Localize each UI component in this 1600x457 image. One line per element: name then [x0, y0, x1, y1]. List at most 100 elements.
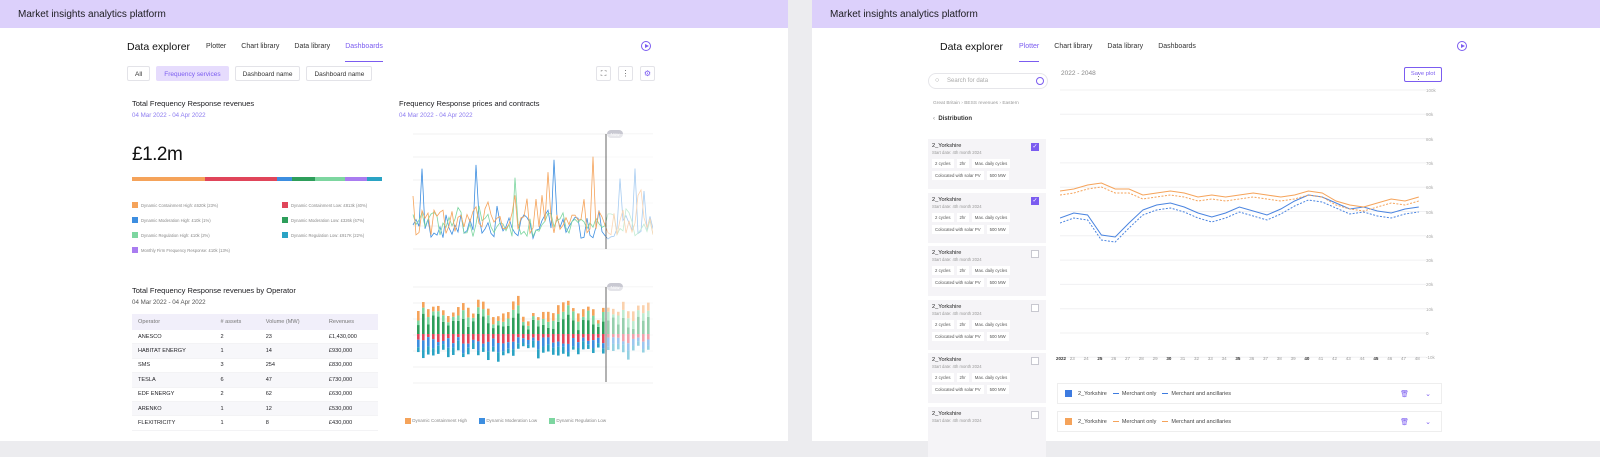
contract-bar [452, 343, 455, 348]
tab-dashboards[interactable]: Dashboards [345, 40, 383, 62]
contract-bar [547, 344, 550, 352]
series-row[interactable]: 2_Yorkshire Merchant only Merchant and anc… [1057, 411, 1442, 432]
trash-icon[interactable]: 🗑 [1400, 390, 1409, 398]
contract-bar [482, 347, 485, 352]
contract-bar [592, 334, 595, 341]
more-icon[interactable]: ⋮ [1414, 71, 1423, 81]
contract-bar [522, 338, 525, 343]
tab-chart-library[interactable]: Chart library [1054, 43, 1093, 50]
contract-bar [517, 305, 520, 314]
contract-bar [492, 328, 495, 334]
fullscreen-icon[interactable]: ⛶ [596, 66, 611, 81]
tab-chart-library[interactable]: Chart library [241, 43, 280, 50]
contract-bar [552, 313, 555, 321]
contract-bar [422, 307, 425, 314]
contract-bar [582, 316, 585, 321]
search-input[interactable]: ○ Search for data [928, 73, 1048, 89]
list-item[interactable]: 2_Yorkshire Start date: 4th month 2024 2 c… [928, 192, 1046, 243]
list-item[interactable]: 2_Yorkshire Start date: 4th month 2024 2 c… [928, 139, 1046, 189]
contract-bar [447, 334, 450, 339]
tab-dashboards[interactable]: Dashboards [1158, 43, 1196, 50]
contract-bar [532, 340, 535, 348]
contract-bar [472, 339, 475, 344]
legend-item: Monthly Firm Frequency Response: £10k (1… [132, 247, 282, 253]
item-start-date: Start date: 4th month 2024 [932, 417, 982, 423]
contract-bar [577, 313, 580, 322]
filter-frequency-services[interactable]: Frequency services [156, 66, 229, 81]
item-name: 2_Yorkshire [932, 357, 962, 363]
contract-bar [547, 337, 550, 345]
segment [277, 177, 292, 181]
segment [132, 177, 205, 181]
contract-bar [422, 350, 425, 359]
y-tick: 40k [1426, 233, 1434, 239]
tab-plotter[interactable]: Plotter [1019, 40, 1040, 62]
x-tick: 2022 [1056, 356, 1067, 361]
more-icon[interactable]: ⋮ [618, 66, 633, 81]
filter-dashboard-name[interactable]: Dashboard name [234, 66, 301, 81]
prices-line-chart: Now [412, 130, 653, 250]
tab-plotter[interactable]: Plotter [206, 43, 227, 50]
contract-bar [497, 320, 500, 326]
tag: 2hr [956, 266, 969, 275]
tag: Max. daily cycles [971, 212, 1011, 222]
list-item[interactable]: 2_Yorkshire Start date: 4th month 2024 2 c… [928, 299, 1046, 350]
play-icon[interactable] [641, 41, 651, 51]
contract-bar [502, 343, 505, 352]
contract-bar [487, 308, 490, 316]
table-cell: 2 [214, 330, 260, 345]
filter-icon[interactable] [1036, 77, 1044, 85]
checkbox[interactable] [1031, 410, 1039, 419]
tab-data-library[interactable]: Data library [1107, 43, 1144, 50]
series-row[interactable]: 2_Yorkshire Merchant only Merchant and anc… [1057, 383, 1442, 404]
contract-bar [452, 347, 455, 355]
card-title: Total Frequency Response revenues by Ope… [132, 286, 296, 295]
legend-swatch [132, 232, 138, 238]
contract-bar [472, 313, 475, 318]
x-tick: 32 [1194, 356, 1200, 361]
chevron-left-icon[interactable]: ‹ [933, 116, 935, 122]
tag: Colocated with solar PV [932, 224, 984, 234]
checkbox[interactable] [1031, 303, 1039, 312]
play-icon[interactable] [1457, 41, 1467, 51]
x-tick: 26 [1111, 356, 1117, 361]
checkbox[interactable] [1031, 357, 1039, 365]
contract-bar [462, 310, 465, 319]
contract-bar [467, 326, 470, 334]
contract-bar [537, 320, 540, 327]
contract-bar [422, 340, 425, 351]
settings-icon[interactable]: ⚙ [640, 66, 655, 81]
contract-bar [552, 328, 555, 334]
table-cell: £1,430,000 [322, 330, 378, 345]
table-cell: 6 [214, 372, 260, 388]
item-start-date: Start date: 4th month 2024 [932, 310, 982, 316]
checkbox[interactable]: ✓ [1031, 196, 1039, 205]
table-cell: £630,000 [322, 387, 378, 402]
distribution-header[interactable]: ‹ Distribution [933, 116, 973, 122]
chevron-down-icon[interactable]: ⌄ [1425, 418, 1431, 426]
tag: 2 cycles [932, 266, 954, 275]
total-revenues-card: Total Frequency Response revenues 04 Mar… [132, 99, 382, 271]
tab-data-library[interactable]: Data library [294, 43, 331, 50]
item-tags: 2 cycles 2hr Max. daily cycles Colocated wi… [932, 159, 1042, 180]
checkbox[interactable] [1031, 250, 1039, 258]
contract-bar [567, 300, 570, 306]
list-item[interactable]: 2_Yorkshire Start date: 4th month 2024 2 c… [928, 353, 1046, 403]
item-name: 2_Yorkshire [932, 410, 962, 417]
save-plot-button[interactable]: Save plot [1404, 67, 1442, 82]
contract-bar [522, 321, 525, 326]
contract-bar [477, 350, 480, 356]
tag: 2hr [956, 319, 969, 329]
contract-bar [507, 325, 510, 334]
contract-bar [432, 315, 435, 334]
chevron-down-icon[interactable]: ⌄ [1425, 390, 1431, 398]
trash-icon[interactable]: 🗑 [1400, 418, 1409, 426]
list-item[interactable]: 2_Yorkshire Start date: 4th month 2024 2 c… [928, 246, 1046, 296]
list-item[interactable]: 2_Yorkshire Start date: 4th month 2024 [928, 406, 1046, 457]
contract-bar [552, 342, 555, 348]
legend-swatch [282, 232, 288, 238]
checkbox[interactable]: ✓ [1031, 143, 1039, 151]
filter-all[interactable]: All [127, 66, 151, 81]
contract-bar [547, 327, 550, 334]
filter-dashboard-name[interactable]: Dashboard name [306, 66, 373, 81]
